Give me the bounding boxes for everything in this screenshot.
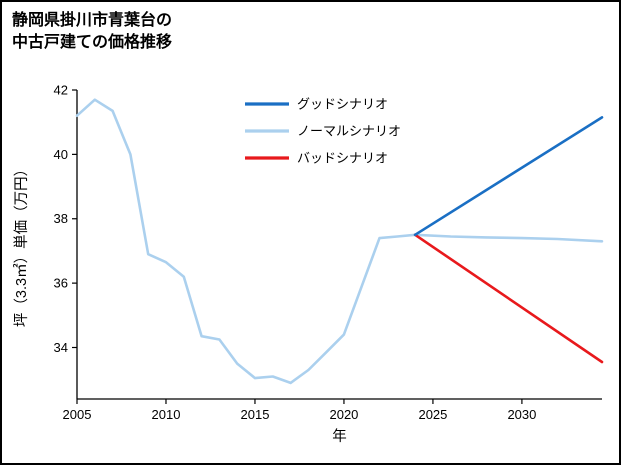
y-tick-label: 34 [54,340,68,355]
title-line-1: 静岡県掛川市青葉台の [12,12,173,29]
x-tick-label: 2020 [329,407,358,422]
x-tick-label: 2010 [152,407,181,422]
y-tick-label: 40 [54,147,68,162]
series-line-バッドシナリオ [413,233,604,364]
x-tick-label: 2015 [241,407,270,422]
y-tick-label: 38 [54,211,68,226]
legend-label-ノーマルシナリオ: ノーマルシナリオ [297,123,401,138]
y-tick-label: 36 [54,276,68,291]
y-axis-label: 坪（3.3㎡）単価（万円） [13,162,30,327]
x-axis-label: 年 [332,428,347,445]
series-line-グッドシナリオ [413,116,604,237]
x-tick-label: 2025 [418,407,447,422]
legend-label-バッドシナリオ: バッドシナリオ [297,150,388,165]
y-tick-label: 42 [54,82,68,97]
x-tick-label: 2030 [507,407,536,422]
series-line-ノーマルシナリオ [75,98,604,385]
legend-label-グッドシナリオ: グッドシナリオ [297,96,388,111]
page-title: 静岡県掛川市青葉台の 中古戸建ての価格推移 [12,10,172,55]
title-line-2: 中古戸建ての価格推移 [12,34,173,52]
x-tick-label: 2005 [63,407,92,422]
